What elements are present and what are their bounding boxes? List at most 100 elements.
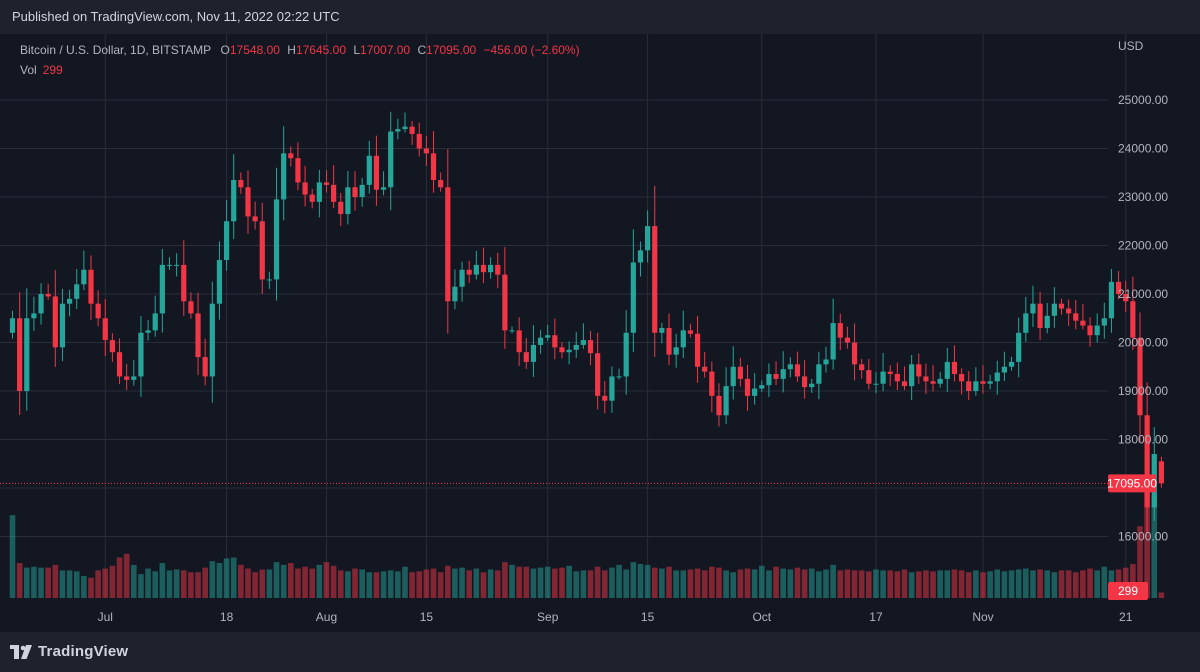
candle-body [409,126,415,134]
candle-body [623,332,629,377]
candle-body [780,369,786,379]
candle-body [452,286,458,302]
volume-bar [1158,592,1165,598]
tradingview-logo-icon [10,644,32,659]
volume-bar [259,569,266,598]
candle-body [1008,361,1015,367]
volume-bar [1015,569,1022,598]
volume-bar [487,569,494,598]
candle-body [502,274,508,331]
ohlc-legend: Bitcoin / U.S. Dollar, 1D, BITSTAMP O175… [20,40,580,80]
axis-tags: 17095.00 299 [1107,474,1157,600]
footer-bar [0,632,1200,672]
volume-bar [459,567,465,598]
symbol-description[interactable]: Bitcoin / U.S. Dollar, 1D, BITSTAMP [20,43,212,57]
volume-bar [709,566,715,598]
publish-header: Published on TradingView.com, Nov 11, 20… [0,0,1200,34]
candle-body [338,201,344,214]
candle-body [17,318,23,391]
candle-body [380,187,387,190]
published-text: Published on TradingView.com, Nov 11, 20… [12,9,340,24]
candle-body [1001,366,1008,373]
candle-body [331,184,337,202]
price-tick-label: 21000.00 [1118,287,1168,301]
volume-bar [601,570,608,598]
volume-bar [530,568,537,598]
volume-bar [238,564,244,598]
volume-label[interactable]: Vol [20,63,37,77]
volume-bar [887,570,894,598]
volume-bar [345,571,351,598]
price-tick-label: 23000.00 [1118,190,1168,204]
candle-body [645,226,651,251]
time-tick-label: 17 [869,610,883,624]
volume-bar [623,569,629,598]
volume-bar [1087,568,1093,598]
candle-body [973,381,979,391]
time-axis[interactable] [0,598,1200,632]
volume-bar [352,568,358,598]
candle-body [809,383,815,388]
volume-bar [687,569,694,598]
volume-bar [466,570,473,598]
candle-body [438,180,444,188]
tradingview-logo-text: TradingView [38,643,129,660]
candle-body [373,155,380,190]
candle-body [687,330,694,334]
candle-body [302,182,308,195]
plot-area[interactable] [0,34,1108,598]
candle-body [937,378,943,384]
close-label: C [417,43,427,57]
volume-bar [323,562,330,598]
volume-bar [816,571,822,598]
candle-body [816,364,822,384]
volume-bar [1144,491,1150,598]
volume-bar [159,563,166,598]
candle-body [102,318,108,341]
candle-body [958,374,965,382]
candle-body [131,376,137,380]
volume-bar [1008,570,1015,598]
volume-bar [723,570,729,598]
candle-body [944,361,950,379]
volume-bar [637,563,644,598]
volume-bar [109,565,116,598]
time-tick-label: Oct [752,610,771,624]
open-value: 17548.00 [229,43,280,57]
volume-bar [773,566,779,598]
volume-bar [915,571,922,598]
volume-bar [730,572,737,598]
volume-bar [716,567,722,598]
volume-bar [166,570,173,598]
candle-body [459,269,465,287]
candle-body [680,330,686,348]
candle-body [388,131,394,188]
volume-bar [245,568,251,598]
tradingview-logo[interactable]: TradingView [10,643,128,660]
candle-body [1137,337,1143,416]
volume-bar [1065,570,1072,598]
volume-bar [973,570,979,598]
candle-body [266,279,272,281]
volume-bar [552,568,558,598]
candle-body [323,182,330,185]
candle-body [595,353,601,396]
price-axis-labels: 16000.00 18000.00 19000.00 20000.00 21000.00… [1118,39,1168,544]
volume-bar [473,568,480,598]
volume-bar [373,572,380,598]
candle-body [873,383,879,385]
volume-bar [837,570,844,598]
candle-body [273,199,280,280]
candle-body [630,262,636,333]
volume-bar [1080,570,1086,598]
candle-body [773,374,779,379]
candle-body [545,335,551,338]
candle-body [566,349,572,353]
candle-body [723,386,729,416]
last-volume-tag [1108,582,1148,600]
candle-body [766,374,772,386]
time-axis-labels: Jul 18 Aug 15 Sep 15 Oct 17 Nov 21 [98,610,1133,624]
candle-body [987,381,993,384]
price-chart[interactable]: 16000.00 18000.00 19000.00 20000.00 21000.00… [0,34,1200,632]
